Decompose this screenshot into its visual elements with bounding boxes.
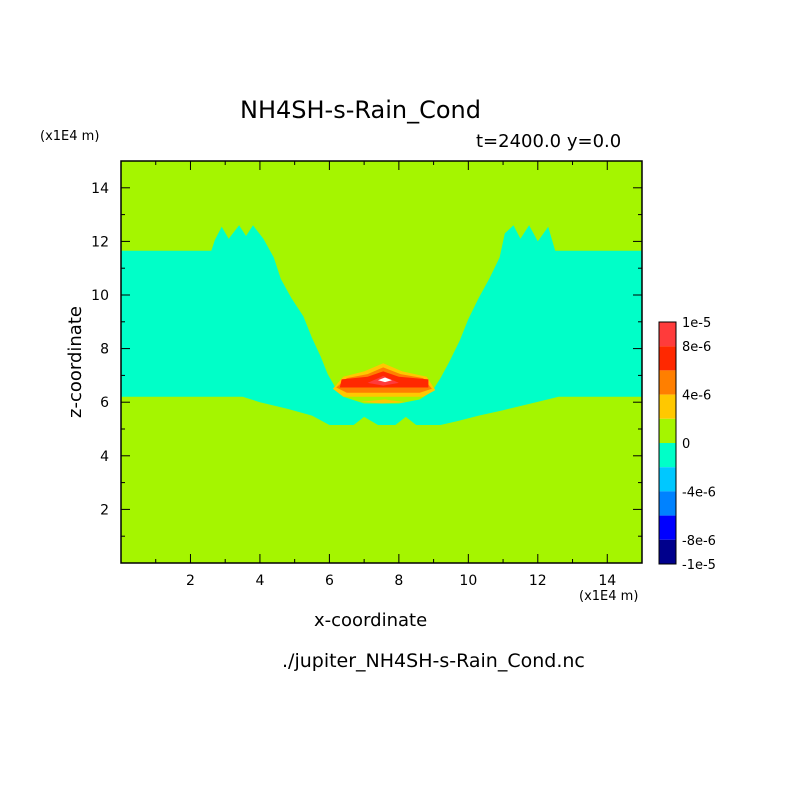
colorbar-tick-label: 4e-6 [682,389,711,404]
colorbar: 1e-5 8e-6 4e-6 0 -4e-6 -8e-6 -1e-5 [658,316,716,573]
contour-region-6 [378,377,392,383]
colorbar-level [659,467,676,492]
x-axis-unit: (x1E4 m) [579,589,639,604]
contour-region-0 [121,225,642,425]
colorbar-level [659,394,676,419]
x-tick-label: 6 [325,573,334,589]
colorbar-tick-label: 1e-5 [682,316,711,331]
y-tick-label: 4 [100,449,109,465]
colorbar-frame [658,321,677,565]
x-tick-label: 12 [529,573,547,589]
y-tick-label: 2 [100,502,109,518]
chart-subtitle: t=2400.0 y=0.0 [476,131,622,152]
colorbar-level [659,491,676,516]
x-tick-label: 8 [394,573,403,589]
colorbar-level [659,322,676,347]
colorbar-level [659,539,676,564]
colorbar-tick-label: 8e-6 [682,340,711,355]
colorbar-level [659,515,676,540]
contour-regions [121,225,642,425]
colorbar-level [659,370,676,395]
colorbar-tick-label: -8e-6 [682,534,716,549]
colorbar-level [659,418,676,443]
contour-region-2 [360,399,406,404]
y-tick-label: 8 [100,342,109,358]
plot-frame [120,160,643,564]
x-tick-label: 10 [459,573,477,589]
colorbar-tick-label: -4e-6 [682,485,716,500]
x-axis-label: x-coordinate [314,610,428,631]
chart-title: NH4SH-s-Rain_Cond [240,96,481,124]
x-tick-label: 4 [255,573,264,589]
y-tick-label: 6 [100,395,109,411]
y-tick-label: 12 [91,234,109,250]
colorbar-level [659,443,676,468]
source-filename: ./jupiter_NH4SH-s-Rain_Cond.nc [282,650,585,672]
y-tick-label: 14 [91,181,109,197]
x-tick-label: 2 [186,573,195,589]
y-axis-unit: (x1E4 m) [40,129,100,144]
colorbar-tick-label: -1e-5 [682,558,716,573]
colorbar-level [659,346,676,371]
colorbar-tick-label: 0 [682,437,690,452]
axes: 2 4 6 8 10 12 14 2 4 6 8 10 12 14 [91,160,643,589]
x-tick-label: 14 [598,573,616,589]
y-tick-label: 10 [91,288,109,304]
